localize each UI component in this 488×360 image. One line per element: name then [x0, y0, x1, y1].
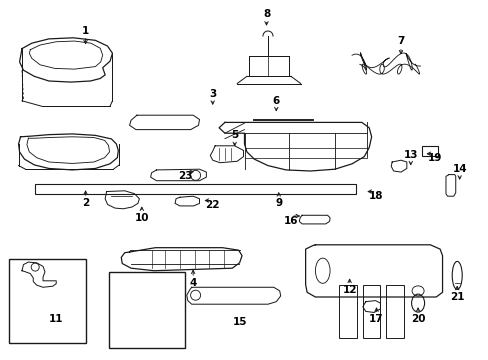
Bar: [35, 184, 355, 194]
Text: 6: 6: [272, 96, 279, 106]
Text: 1: 1: [82, 26, 89, 36]
Text: 18: 18: [368, 191, 383, 201]
Bar: [108, 272, 184, 348]
Text: 3: 3: [209, 89, 216, 99]
Text: 12: 12: [342, 285, 356, 295]
Text: 17: 17: [368, 314, 383, 324]
Bar: [362, 285, 380, 338]
Text: 2: 2: [82, 198, 89, 208]
Text: 13: 13: [403, 150, 417, 160]
Bar: [339, 285, 356, 338]
Text: 11: 11: [49, 314, 63, 324]
Text: 8: 8: [263, 9, 269, 19]
Text: 22: 22: [205, 200, 220, 210]
Bar: [9, 259, 85, 343]
Text: 21: 21: [449, 292, 464, 302]
Text: 9: 9: [275, 198, 282, 208]
Text: 23: 23: [178, 171, 193, 181]
Text: 19: 19: [427, 153, 442, 163]
Text: 16: 16: [283, 216, 298, 226]
Text: 5: 5: [231, 130, 238, 140]
Text: 15: 15: [232, 317, 246, 327]
Text: 4: 4: [189, 278, 197, 288]
Text: 20: 20: [410, 314, 425, 324]
Text: 14: 14: [451, 164, 466, 174]
Text: 7: 7: [396, 36, 404, 46]
Bar: [421, 146, 437, 156]
Text: 10: 10: [134, 213, 149, 223]
Bar: [386, 285, 403, 338]
